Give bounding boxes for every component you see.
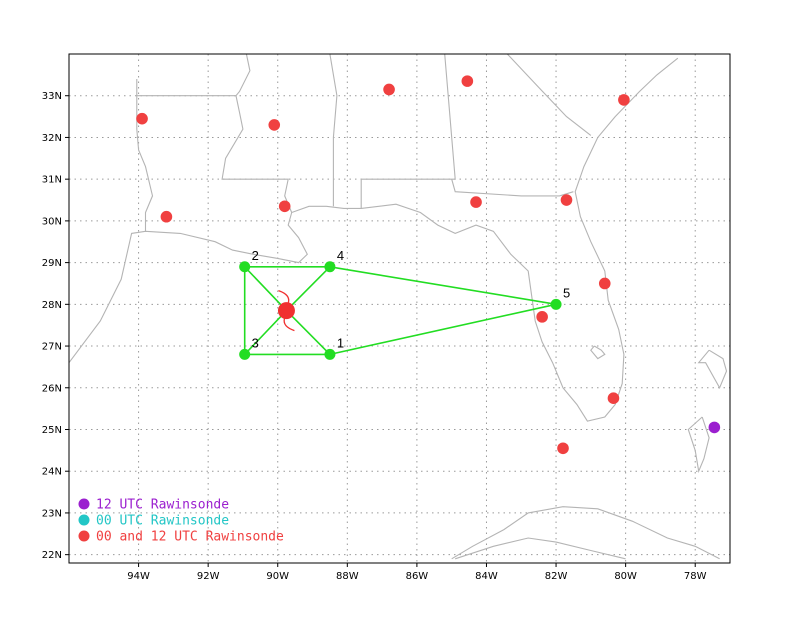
bahamas-coastline: [729, 424, 730, 426]
tick-label-lon: 84W: [475, 571, 498, 582]
coastline: [329, 54, 338, 207]
rawinsonde-marker: [607, 392, 620, 405]
tick-label-lat: 28N: [42, 300, 62, 311]
tick-label-lon: 94W: [127, 571, 150, 582]
tick-label-lon: 78W: [684, 571, 707, 582]
storm-center: [277, 289, 295, 332]
rawinsonde-marker: [708, 421, 721, 434]
flight-leg-to-center: [244, 310, 288, 355]
tick-label-lat: 32N: [42, 133, 62, 144]
rawinsonde-marker: [618, 94, 630, 106]
storm-center-marker: [277, 302, 295, 320]
coastline: [360, 54, 456, 209]
rawinsonde-marker: [557, 442, 569, 455]
waypoint-label: 3: [252, 335, 259, 350]
tick-label-lon: 80W: [614, 571, 637, 582]
map-frame: [68, 53, 731, 564]
storm-symbol-arm-bottom: [283, 318, 295, 332]
flight-pattern: 1 2 3 4 5: [239, 248, 570, 360]
tick-label-lat: 30N: [42, 216, 62, 227]
waypoint-marker: [550, 298, 562, 310]
bahamas-coastline: [687, 416, 710, 474]
cuba-coastline: [455, 537, 626, 560]
rawinsonde-marker: [560, 194, 573, 206]
legend-marker: [78, 530, 90, 542]
rawinsonde-marker: [268, 119, 281, 131]
waypoint-label: 1: [337, 335, 344, 350]
coastline: [136, 95, 293, 213]
coastline: [590, 345, 606, 360]
waypoint-label: 2: [252, 248, 259, 263]
tick-label-lat: 31N: [42, 175, 62, 186]
tick-label-lat: 23N: [42, 508, 62, 519]
coastlines-and-borders: [69, 54, 730, 560]
tick-label-lon: 90W: [266, 571, 289, 582]
rawinsonde-marker: [136, 112, 148, 125]
waypoint-marker: [324, 348, 336, 360]
waypoint-marker: [324, 261, 336, 273]
tick-label-lat: 27N: [42, 342, 62, 353]
legend-label: 00 and 12 UTC Rawinsonde: [96, 530, 284, 545]
tick-label-lon: 92W: [197, 571, 220, 582]
rawinsonde-marker: [598, 277, 611, 290]
waypoint-marker: [239, 261, 251, 273]
waypoint-marker: [239, 348, 251, 360]
tick-label-lat: 29N: [42, 258, 62, 269]
rawinsonde-sites: [136, 75, 721, 455]
tick-label-lat: 33N: [42, 91, 62, 102]
legend-label: 12 UTC Rawinsonde: [96, 498, 229, 513]
flight-leg-to-center: [285, 266, 331, 312]
tick-label-lat: 26N: [42, 383, 62, 394]
flight-leg-path: [243, 266, 557, 356]
rawinsonde-marker: [383, 83, 395, 96]
bahamas-coastline: [697, 349, 728, 390]
tick-label-lon: 86W: [406, 571, 429, 582]
rawinsonde-marker: [536, 311, 548, 323]
graticule-grid: [69, 54, 730, 563]
legend-marker: [78, 514, 90, 526]
legend-label: 00 UTC Rawinsonde: [96, 514, 229, 529]
coastline: [136, 79, 154, 232]
flight-leg-to-center: [285, 310, 331, 355]
coastline: [69, 57, 679, 422]
tick-label-lon: 82W: [545, 571, 568, 582]
tick-label-lat: 24N: [42, 467, 62, 478]
tick-label-lat: 22N: [42, 550, 62, 561]
rawinsonde-marker: [470, 196, 482, 208]
coastline: [506, 54, 592, 136]
tick-label-lat: 25N: [42, 425, 62, 436]
cuba-coastline: [451, 506, 720, 560]
coastline: [235, 54, 251, 97]
storm-symbol-arm-top: [278, 289, 290, 303]
axis-ticks: 94W 92W 90W 88W 86W 84W 82W 80W 78W 22N 23N 24N 25N 2…: [42, 91, 707, 582]
rawinsonde-marker: [278, 200, 291, 213]
coastline: [451, 179, 574, 197]
flight-leg-to-center: [244, 266, 288, 312]
legend-marker: [78, 498, 90, 510]
tick-label-lon: 88W: [336, 571, 359, 582]
rawinsonde-marker: [461, 75, 474, 87]
waypoint-label: 5: [563, 285, 570, 300]
rawinsonde-marker: [160, 210, 173, 223]
waypoint-label: 4: [337, 248, 344, 263]
